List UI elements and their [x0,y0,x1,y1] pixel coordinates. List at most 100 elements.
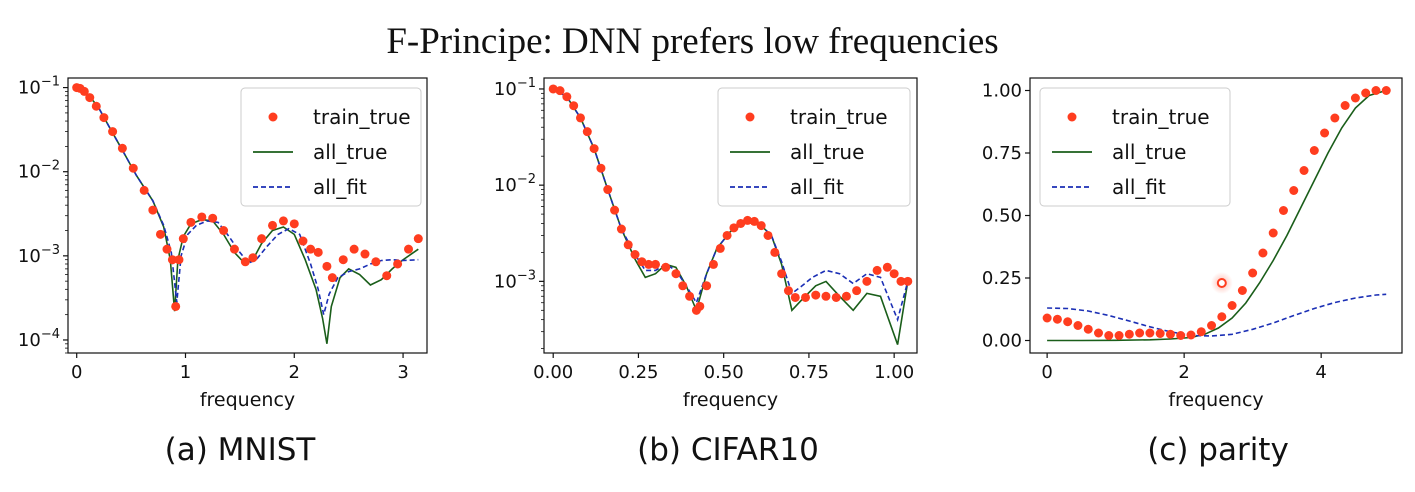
train-true-point [167,255,177,265]
train-true-point [171,301,181,311]
train-true-point [743,215,753,225]
train-true-point [162,244,172,254]
train-true-point [1227,301,1237,310]
train-true-point [610,205,620,215]
train-true-point [1073,321,1083,330]
x-tick-label: 0.50 [704,362,744,383]
y-tick-label: 10−3 [494,268,536,292]
x-tick-label: 0 [71,362,82,383]
train-true-point [1340,101,1350,110]
train-true-point [736,218,746,228]
train-true-point [1248,268,1258,278]
train-true-point [338,255,348,265]
x-tick-label: 4 [1315,362,1326,383]
x-tick-label: 1 [180,362,191,383]
train-true-point [108,127,118,137]
train-true-point [661,262,671,272]
legend-label: all_fit [313,175,367,199]
train-true-point [1196,327,1206,337]
train-true-point [240,257,250,267]
train-true-point [770,247,780,257]
train-true-point [139,185,149,195]
y-tick-label: 10−1 [494,76,536,100]
train-true-point [831,292,841,302]
train-true-point [268,220,278,230]
train-true-point [790,292,800,302]
train-true-point [298,236,308,246]
y-tick-label: 10−1 [18,75,60,99]
train-true-point [596,163,606,173]
series-all-fit [76,86,419,315]
train-true-point [811,290,821,300]
train-true-point [1104,331,1114,340]
train-true-point [722,230,732,240]
train-true-point [650,259,660,269]
train-true-point [278,216,288,226]
x-tick-label: 2 [1178,362,1189,383]
legend-label: all_true [790,140,864,164]
train-true-point [248,253,258,263]
legend: train_true all_true all_fit [1039,87,1231,207]
caption-parity: (c) parity [1147,432,1289,468]
x-tick-label: 1.00 [874,362,914,383]
legend-marker-train-true [268,112,278,122]
train-true-point [644,259,654,269]
x-tick-label: 0.25 [618,362,658,383]
train-true-point [1361,88,1371,98]
train-true-point [1278,206,1288,215]
x-tick-label: 0 [1041,362,1052,383]
train-true-point [393,259,403,269]
train-true-point [1381,86,1391,95]
legend-box [240,87,422,207]
legend: train_true all_true all_fit [717,87,911,207]
train-true-point [85,93,95,103]
legend: train_true all_true all_fit [240,87,422,207]
train-true-point [349,244,359,254]
train-true-point [548,84,558,94]
x-axis-label: frequency [200,389,295,411]
train-true-point [1083,324,1093,334]
train-true-point [197,212,207,222]
train-true-point [562,92,572,102]
train-true-point [1052,314,1062,324]
panel-cifar10: 0.00 0.25 0.50 0.75 1.00 10−1 10−2 10−3 frequenc… [494,76,918,411]
train-true-point [1371,86,1381,95]
train-true-point [178,234,188,244]
train-true-point [1237,286,1247,295]
series-all-fit [1047,293,1387,337]
train-true-point [749,216,759,226]
y-tick-label: 0.75 [982,143,1022,164]
legend-marker-train-true [745,112,755,122]
plot-area [72,83,423,344]
train-true-point [322,261,332,271]
train-true-point [889,269,899,279]
plot-area [548,84,913,345]
train-true-point [637,257,647,267]
train-true-point [148,205,158,215]
train-true-point [685,291,695,301]
x-tick-label: 0.00 [533,362,573,383]
train-true-point [903,276,913,286]
y-tick-label: 0.50 [982,206,1022,227]
train-true-point [695,301,705,311]
train-true-point [1042,313,1052,323]
axes-frame [543,77,918,354]
train-true-point [671,269,681,279]
legend-label: all_fit [790,175,844,199]
train-true-point [1145,328,1155,338]
y-tick-label: 1.00 [982,81,1022,102]
train-true-point [1186,330,1196,340]
train-true-point [763,230,773,240]
x-tick-label: 2 [289,362,300,383]
train-true-point [1063,317,1073,327]
train-true-point [1114,331,1124,340]
legend-label: train_true [790,105,888,129]
train-true-point [313,247,323,257]
series-all-true [1047,89,1387,342]
train-true-point [756,221,766,231]
train-true-point [404,244,414,254]
train-true-point [327,273,337,283]
y-tick-label: 10−3 [18,243,60,267]
train-true-point [862,276,872,286]
